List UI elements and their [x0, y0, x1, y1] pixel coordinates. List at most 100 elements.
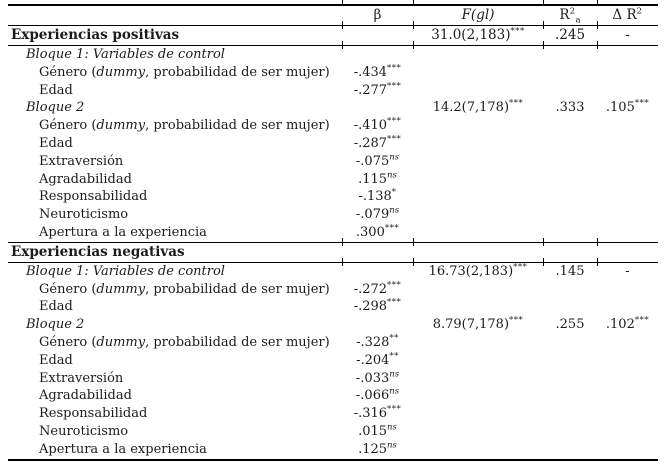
f-statistic-value: 8.79(7,178) — [432, 317, 510, 333]
beta-value-cell: -.079ns — [342, 206, 413, 224]
delta-r2-cell — [597, 423, 658, 441]
beta-value: -.066 — [355, 388, 390, 404]
r2-adjusted-cell — [543, 117, 597, 135]
beta-value: .300 — [355, 224, 385, 240]
beta-significance: *** — [387, 280, 402, 291]
cell-border-nub — [543, 21, 544, 29]
table-row: Apertura a la experiencia .125ns — [8, 441, 658, 459]
cell-border-nub — [342, 0, 343, 4]
row-label-cell: Neuroticismo — [8, 206, 342, 224]
row-label: Neuroticismo — [39, 423, 129, 439]
f-significance: *** — [513, 262, 528, 273]
delta-r2-cell — [597, 224, 658, 242]
col-header-r2-adjusted: R2a — [543, 6, 597, 25]
table-row: Bloque 1: Variables de control 16.73(2,1… — [8, 263, 658, 281]
row-label: Bloque 1: Variables de control — [26, 263, 225, 279]
beta-value-cell: -.316*** — [342, 405, 413, 423]
f-statistic-cell: 8.79(7,178)*** — [413, 316, 543, 334]
delta-r2-cell — [597, 370, 658, 388]
r2-adjusted-cell — [543, 423, 597, 441]
f-statistic-cell — [413, 281, 543, 299]
beta-value: -.079 — [355, 207, 390, 223]
f-statistic-cell — [413, 117, 543, 135]
beta-value: -.277 — [353, 82, 388, 98]
row-label: Agradabilidad — [39, 388, 132, 404]
row-label-cell: Apertura a la experiencia — [8, 224, 342, 242]
beta-value: -.410 — [353, 118, 388, 134]
delta-r2-superscript: 2 — [636, 6, 643, 17]
row-label-rest: , probabilidad de ser mujer) — [145, 118, 330, 134]
row-label-cell: Bloque 1: Variables de control — [8, 263, 342, 281]
f-statistic-cell — [413, 370, 543, 388]
delta-r2-cell: - — [597, 26, 658, 45]
beta-significance: ns — [387, 440, 397, 451]
f-statistic-cell — [413, 64, 543, 82]
delta-r2-cell — [597, 153, 658, 171]
beta-significance: ns — [389, 152, 400, 163]
row-label: Bloque 2 — [26, 317, 85, 333]
beta-value: -.287 — [353, 135, 388, 151]
cell-border-nub — [543, 237, 544, 246]
delta-r2-cell: - — [597, 263, 658, 281]
row-label-rest: , probabilidad de ser mujer) — [145, 64, 330, 80]
col-header-empty — [8, 6, 342, 25]
row-label-cell: Apertura a la experiencia — [8, 441, 342, 459]
row-label-cell: Género (dummy, probabilidad de ser mujer… — [8, 64, 342, 82]
cell-border-nub — [597, 237, 598, 246]
row-label: Extraversión — [39, 370, 124, 386]
r2-adjusted-cell: .255 — [543, 316, 597, 334]
r2-adjusted-value: .145 — [555, 263, 585, 279]
row-label: Género ( — [39, 64, 97, 80]
beta-value: -.033 — [355, 370, 390, 386]
r2-adjusted-value: .255 — [555, 317, 585, 333]
table-row: Responsabilidad -.316*** — [8, 405, 658, 423]
beta-value: .125 — [358, 441, 388, 457]
beta-value-cell: -.272*** — [342, 281, 413, 299]
beta-significance: ns — [389, 205, 400, 216]
f-statistic-cell: 31.0(2,183)*** — [413, 26, 543, 45]
delta-r2-cell: .105*** — [597, 99, 658, 117]
beta-significance: ns — [387, 170, 397, 181]
col-header-delta-r2: Δ R2 — [597, 6, 658, 25]
beta-value-cell: .300*** — [342, 224, 413, 242]
r2-adjusted-cell — [543, 224, 597, 242]
beta-value: -.204 — [356, 352, 390, 368]
row-label: Bloque 1: Variables de control — [26, 47, 225, 62]
row-label-cell: Bloque 1: Variables de control — [8, 46, 342, 64]
delta-r2-base: Δ R — [612, 7, 637, 23]
f-statistic-cell — [413, 298, 543, 316]
f-statistic-cell — [413, 243, 543, 262]
delta-r2-cell — [597, 405, 658, 423]
row-label: Género ( — [39, 281, 97, 297]
f-statistic-cell — [413, 82, 543, 100]
table-row: Bloque 2 8.79(7,178)*** .255 .102*** — [8, 316, 658, 334]
beta-value-cell: -.298*** — [342, 298, 413, 316]
beta-value-cell: -.277*** — [342, 82, 413, 100]
row-label: Responsabilidad — [39, 189, 148, 205]
f-statistic-value: 16.73(2,183) — [428, 263, 514, 279]
cell-border-nub — [413, 21, 414, 29]
delta-r2-value: - — [625, 263, 630, 279]
beta-value-cell — [342, 316, 413, 334]
delta-r2-cell — [597, 352, 658, 370]
delta-r2-cell — [597, 82, 658, 100]
r2-adjusted-cell — [543, 298, 597, 316]
r2-adjusted-cell — [543, 441, 597, 459]
r2-adjusted-cell: .245 — [543, 26, 597, 45]
beta-significance: ns — [389, 387, 400, 398]
row-label-cell: Agradabilidad — [8, 387, 342, 405]
row-label: Edad — [39, 299, 73, 315]
cell-border-nub — [413, 237, 414, 246]
f-statistic-value: 14.2(7,178) — [432, 100, 510, 116]
r2-adjusted-cell — [543, 171, 597, 189]
delta-r2-cell — [597, 298, 658, 316]
f-statistic-cell — [413, 441, 543, 459]
cell-border-nub — [342, 41, 343, 49]
row-label: Neuroticismo — [39, 207, 129, 223]
delta-r2-cell — [597, 334, 658, 352]
row-label: Edad — [39, 135, 73, 151]
row-label: Edad — [39, 82, 73, 98]
f-statistic-value: 31.0(2,183) — [431, 27, 511, 43]
beta-value: -.298 — [353, 299, 388, 315]
cell-border-nub — [597, 0, 598, 4]
